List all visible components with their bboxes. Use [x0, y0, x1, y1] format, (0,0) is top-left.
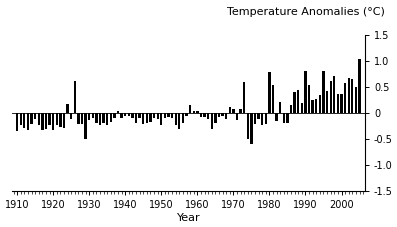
Bar — [312, 100, 314, 113]
Bar — [167, 113, 170, 117]
Bar — [70, 113, 72, 119]
Bar — [175, 113, 177, 125]
Bar — [56, 113, 58, 125]
Bar — [27, 113, 29, 130]
Bar — [210, 113, 213, 129]
Bar — [189, 105, 191, 113]
Bar — [30, 113, 33, 123]
Bar — [88, 113, 91, 121]
Bar — [139, 113, 141, 118]
Bar — [59, 113, 62, 127]
Bar — [286, 113, 289, 123]
Bar — [276, 113, 278, 121]
Bar — [358, 59, 361, 113]
Bar — [214, 113, 216, 123]
Bar — [279, 102, 281, 113]
Bar — [135, 113, 137, 123]
Bar — [38, 113, 40, 125]
Bar — [19, 113, 22, 125]
Bar — [207, 113, 209, 119]
Bar — [326, 91, 328, 113]
Bar — [250, 113, 252, 144]
Bar — [203, 113, 206, 117]
Bar — [236, 113, 238, 121]
Bar — [106, 113, 108, 125]
Bar — [23, 113, 25, 128]
Bar — [95, 113, 98, 123]
Bar — [160, 113, 162, 125]
Bar — [171, 113, 173, 118]
Bar — [66, 104, 69, 113]
Bar — [146, 113, 148, 123]
Bar — [308, 85, 310, 113]
Bar — [48, 113, 51, 125]
Bar — [272, 85, 274, 113]
Bar — [128, 113, 130, 116]
Bar — [222, 113, 224, 116]
Bar — [347, 78, 350, 113]
Bar — [290, 105, 292, 113]
Bar — [297, 90, 299, 113]
Bar — [185, 113, 188, 116]
Bar — [293, 92, 296, 113]
Bar — [243, 82, 245, 113]
Bar — [85, 113, 87, 139]
Bar — [73, 81, 76, 113]
Bar — [41, 113, 44, 130]
Bar — [344, 83, 346, 113]
Bar — [261, 113, 263, 125]
Bar — [265, 113, 267, 123]
Bar — [340, 94, 343, 113]
Bar — [124, 113, 126, 116]
Bar — [110, 113, 112, 121]
Bar — [117, 111, 119, 113]
Bar — [153, 113, 155, 118]
Bar — [229, 107, 231, 113]
Bar — [102, 113, 105, 123]
Bar — [131, 113, 134, 118]
Bar — [149, 113, 152, 121]
Bar — [337, 94, 339, 113]
Bar — [63, 113, 65, 128]
Bar — [120, 113, 123, 118]
Bar — [247, 113, 249, 139]
Bar — [304, 71, 306, 113]
Bar — [34, 113, 36, 119]
Bar — [81, 113, 83, 123]
Bar — [330, 81, 332, 113]
Bar — [283, 113, 285, 123]
Bar — [45, 113, 47, 129]
Bar — [218, 113, 220, 117]
Bar — [333, 76, 335, 113]
Bar — [200, 113, 202, 117]
Bar — [99, 113, 101, 125]
Bar — [142, 113, 145, 123]
Bar — [178, 113, 181, 129]
Bar — [315, 99, 318, 113]
Bar — [254, 113, 256, 123]
Bar — [196, 111, 198, 113]
Text: Temperature Anomalies (°C): Temperature Anomalies (°C) — [227, 7, 385, 17]
Bar — [301, 103, 303, 113]
Bar — [92, 113, 94, 118]
Bar — [193, 111, 195, 113]
Bar — [182, 113, 184, 123]
X-axis label: Year: Year — [177, 213, 200, 223]
Bar — [164, 113, 166, 118]
Bar — [257, 113, 260, 119]
Bar — [77, 113, 79, 123]
Bar — [16, 113, 18, 131]
Bar — [319, 95, 321, 113]
Bar — [351, 79, 353, 113]
Bar — [355, 87, 357, 113]
Bar — [52, 113, 54, 130]
Bar — [156, 113, 159, 119]
Bar — [322, 71, 325, 113]
Bar — [225, 113, 227, 119]
Bar — [232, 109, 235, 113]
Bar — [268, 72, 271, 113]
Bar — [239, 109, 242, 113]
Bar — [113, 113, 116, 118]
